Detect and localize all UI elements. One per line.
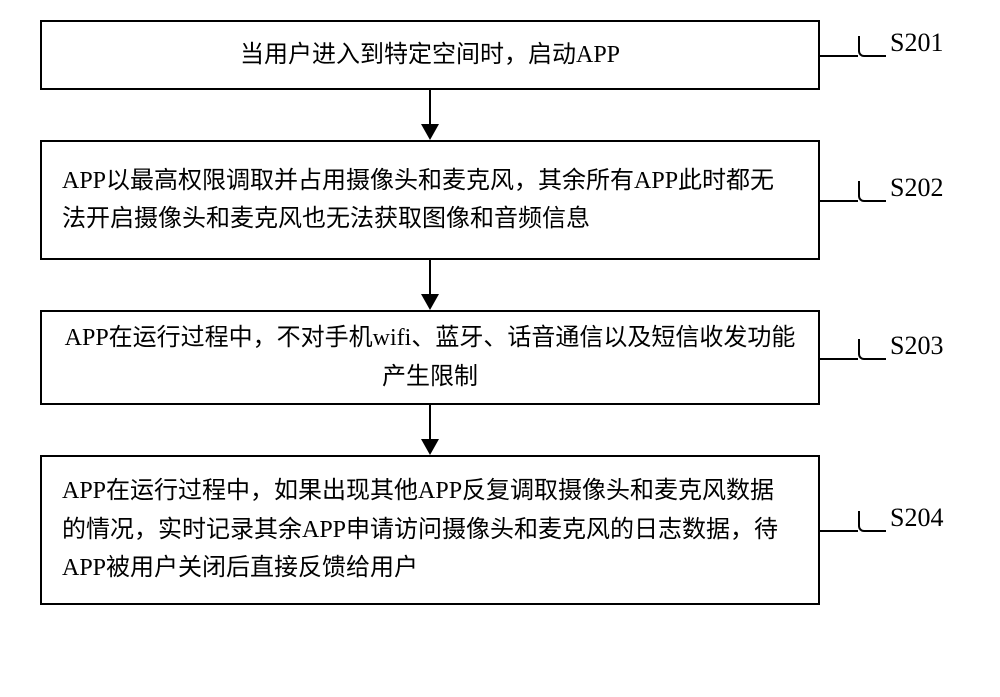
step-box-1: 当用户进入到特定空间时，启动APP	[40, 20, 820, 90]
step-text: 当用户进入到特定空间时，启动APP	[240, 36, 620, 74]
arrow	[40, 90, 820, 140]
label-connector-elbow	[858, 36, 886, 57]
arrow	[40, 260, 820, 310]
arrow-head-icon	[421, 124, 439, 140]
step-box-2: APP以最高权限调取并占用摄像头和麦克风，其余所有APP此时都无法开启摄像头和麦…	[40, 140, 820, 260]
label-connector	[820, 200, 858, 202]
flow-step: APP在运行过程中，如果出现其他APP反复调取摄像头和麦克风数据的情况，实时记录…	[40, 455, 960, 605]
arrow	[40, 405, 820, 455]
step-box-3: APP在运行过程中，不对手机wifi、蓝牙、话音通信以及短信收发功能产生限制	[40, 310, 820, 405]
arrow-head-icon	[421, 294, 439, 310]
step-box-4: APP在运行过程中，如果出现其他APP反复调取摄像头和麦克风数据的情况，实时记录…	[40, 455, 820, 605]
step-label: S201	[890, 28, 943, 58]
arrow-line	[429, 260, 431, 296]
flow-step: APP以最高权限调取并占用摄像头和麦克风，其余所有APP此时都无法开启摄像头和麦…	[40, 140, 960, 260]
label-connector	[820, 530, 858, 532]
step-label: S204	[890, 503, 943, 533]
label-connector-elbow	[858, 339, 886, 360]
arrow-line	[429, 405, 431, 441]
label-connector	[820, 55, 858, 57]
step-text: APP在运行过程中，如果出现其他APP反复调取摄像头和麦克风数据的情况，实时记录…	[62, 472, 798, 587]
step-text: APP以最高权限调取并占用摄像头和麦克风，其余所有APP此时都无法开启摄像头和麦…	[62, 162, 798, 239]
label-connector-elbow	[858, 511, 886, 532]
step-label: S203	[890, 331, 943, 361]
arrow-line	[429, 90, 431, 126]
label-connector-elbow	[858, 181, 886, 202]
step-label: S202	[890, 173, 943, 203]
label-connector	[820, 358, 858, 360]
step-text: APP在运行过程中，不对手机wifi、蓝牙、话音通信以及短信收发功能产生限制	[62, 319, 798, 396]
flow-step: 当用户进入到特定空间时，启动APP S201	[40, 20, 960, 90]
arrow-head-icon	[421, 439, 439, 455]
flow-step: APP在运行过程中，不对手机wifi、蓝牙、话音通信以及短信收发功能产生限制 S…	[40, 310, 960, 405]
